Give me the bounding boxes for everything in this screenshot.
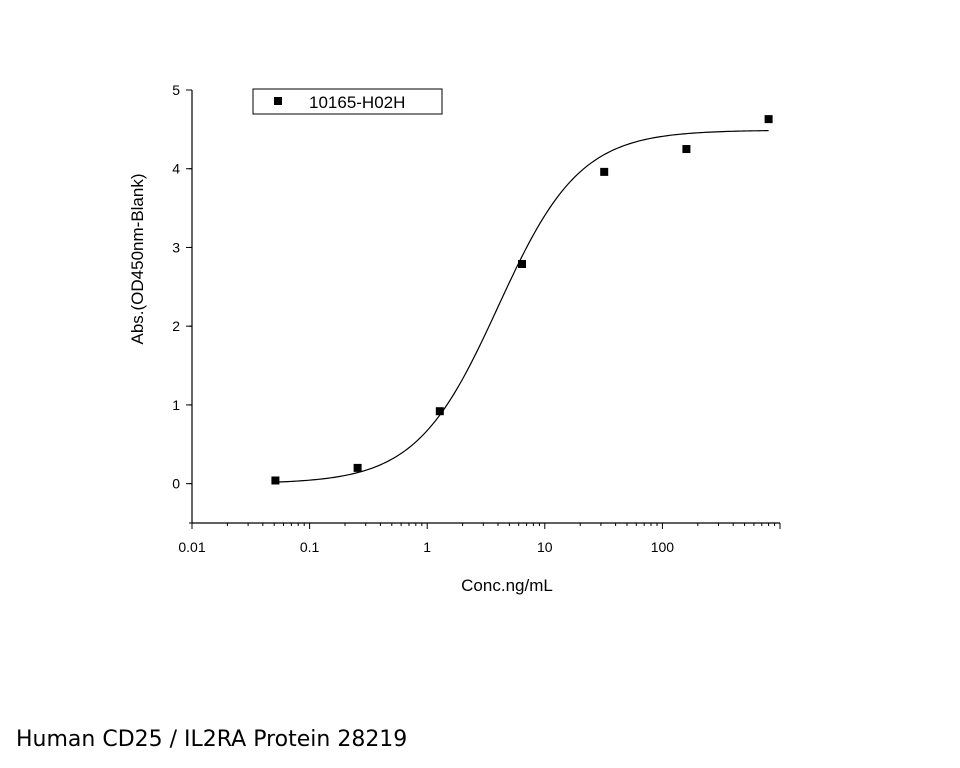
x-tick-label: 1 [423, 539, 431, 555]
data-point [518, 259, 527, 268]
fit-curve [275, 130, 769, 483]
data-point [764, 115, 773, 124]
x-tick-label: 0.1 [300, 539, 320, 555]
chart-figure: 0 1 2 3 4 5 0.01 0.1 1 10 100 10165-H02H Conc.ng/… [128, 82, 781, 595]
legend-marker-square [274, 97, 282, 105]
x-tick-label: 100 [651, 539, 675, 555]
data-point [600, 167, 609, 176]
legend-label: 10165-H02H [309, 93, 405, 112]
data-point [682, 145, 691, 154]
y-tick-label: 3 [172, 239, 180, 255]
y-axis: 0 1 2 3 4 5 [172, 82, 193, 524]
y-tick-label: 2 [172, 318, 180, 334]
data-points [271, 115, 773, 485]
x-tick-label: 0.01 [178, 539, 205, 555]
x-axis-title: Conc.ng/mL [461, 576, 553, 595]
y-axis-title: Abs.(OD450nm-Blank) [128, 173, 147, 344]
y-tick-label: 1 [172, 397, 180, 413]
x-tick-label: 10 [537, 539, 553, 555]
legend-box [252, 88, 443, 115]
y-tick-label: 5 [172, 82, 180, 98]
figure-caption: Human CD25 / IL2RA Protein 28219 [16, 727, 408, 752]
legend: 10165-H02H [252, 88, 443, 115]
data-point [271, 476, 280, 485]
y-tick-label: 0 [172, 476, 180, 492]
data-point [353, 463, 362, 472]
data-point [435, 407, 444, 416]
x-axis: 0.01 0.1 1 10 100 [178, 522, 781, 555]
y-tick-label: 4 [172, 161, 180, 177]
